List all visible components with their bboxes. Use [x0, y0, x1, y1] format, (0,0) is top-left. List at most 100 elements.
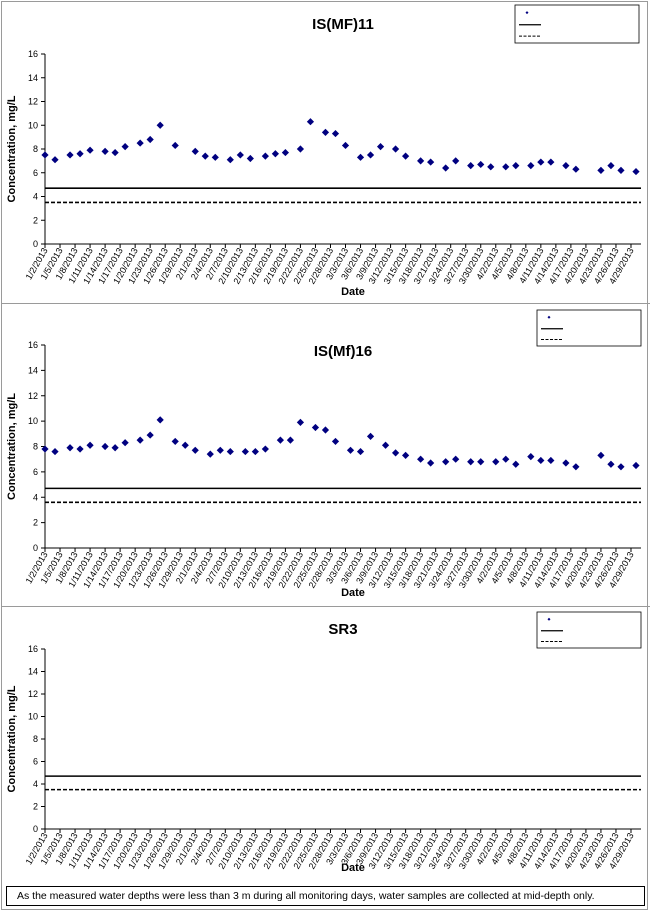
x-axis-title: Date: [341, 587, 365, 599]
data-point: [296, 418, 305, 426]
data-point: [251, 447, 259, 456]
data-point: [311, 423, 320, 432]
data-point: [452, 455, 460, 463]
chart-title: IS(Mf)16: [314, 343, 372, 360]
legend-marker-symbol: [525, 11, 529, 15]
data-point: [366, 151, 375, 159]
data-point: [632, 167, 640, 176]
data-point: [226, 156, 234, 164]
data-point: [607, 162, 615, 170]
data-point: [547, 158, 555, 166]
data-point: [321, 128, 330, 136]
data-point: [572, 165, 580, 173]
data-point: [607, 460, 615, 468]
data-point: [76, 150, 84, 158]
data-point: [136, 436, 144, 444]
chart-2: IS(Mf)16 0 2 4 6 8 10 12 14 16 Concentration, mg/L…: [6, 309, 642, 599]
data-point: [271, 150, 279, 158]
legend-box: [536, 611, 642, 649]
data-point: [597, 166, 605, 174]
data-point: [246, 154, 254, 163]
data-point: [241, 447, 249, 456]
y-tick-label: 6: [33, 757, 38, 767]
legend-marker-symbol: [547, 315, 551, 319]
data-point: [66, 444, 74, 452]
data-point: [226, 447, 234, 456]
data-point: [261, 152, 269, 160]
y-axis-title: Concentration, mg/L: [6, 95, 18, 202]
data-point: [331, 437, 340, 446]
data-point: [356, 447, 365, 456]
data-point: [376, 143, 385, 151]
data-point: [537, 456, 545, 465]
data-point: [617, 463, 625, 471]
data-point: [427, 459, 435, 467]
chart-1: IS(MF)11 0 2 4 6 8 10 12 14 16 Concentration, mg/L…: [6, 4, 641, 298]
y-tick-label: 10: [28, 120, 38, 130]
y-tick-label: 12: [28, 391, 38, 401]
data-point: [427, 158, 435, 166]
data-point: [86, 146, 94, 154]
data-point: [111, 444, 119, 452]
y-tick-label: 4: [33, 492, 38, 502]
y-tick-label: 14: [28, 73, 38, 83]
data-point: [346, 446, 355, 454]
data-point: [562, 162, 570, 170]
data-point: [41, 151, 49, 159]
y-tick-label: 0: [33, 543, 38, 553]
chart-panel-3: SR3 0 2 4 6 8 10 12 14 16 Concentration, mg/L 1/2/2…: [1, 607, 650, 882]
data-point: [512, 460, 520, 468]
footnote: As the measured water depths were less t…: [6, 886, 645, 906]
data-point: [467, 458, 475, 466]
data-point: [366, 432, 375, 440]
data-point: [206, 450, 214, 458]
data-point: [512, 162, 520, 170]
data-point: [281, 148, 290, 157]
chart-title: IS(MF)11: [312, 16, 374, 33]
data-point: [86, 441, 94, 449]
data-point: [146, 135, 154, 144]
y-tick-label: 2: [33, 802, 38, 812]
data-point: [331, 129, 340, 138]
data-point: [562, 459, 570, 467]
data-point: [417, 157, 425, 165]
data-point: [216, 446, 224, 454]
data-point: [181, 441, 189, 449]
data-point: [487, 163, 495, 171]
y-tick-label: 12: [28, 97, 38, 107]
data-point: [191, 147, 199, 155]
y-axis-title: Concentration, mg/L: [6, 685, 18, 792]
data-point: [191, 446, 199, 454]
data-point: [452, 157, 460, 165]
y-tick-label: 0: [33, 824, 38, 834]
data-point: [211, 153, 219, 161]
data-point: [276, 436, 284, 444]
data-point: [156, 416, 164, 424]
data-point: [402, 152, 410, 160]
y-tick-label: 0: [33, 239, 38, 249]
data-point: [391, 449, 400, 457]
data-point: [101, 147, 109, 155]
x-axis-title: Date: [341, 286, 365, 298]
legend-box: [536, 309, 642, 347]
y-tick-label: 14: [28, 365, 38, 375]
data-point: [442, 458, 450, 466]
data-point: [286, 436, 295, 444]
data-point: [306, 118, 315, 126]
legend-marker-symbol: [547, 617, 551, 621]
chart-panel-2: IS(Mf)16 0 2 4 6 8 10 12 14 16 Concentration, mg/L…: [1, 304, 650, 606]
y-tick-label: 12: [28, 689, 38, 699]
data-point: [76, 445, 84, 453]
data-point: [442, 164, 450, 172]
chart-title: SR3: [328, 621, 357, 638]
data-point: [572, 463, 580, 471]
data-point: [121, 143, 129, 151]
data-point: [51, 156, 59, 164]
x-axis-title: Date: [341, 862, 365, 874]
y-tick-label: 6: [33, 168, 38, 178]
data-point: [477, 160, 485, 169]
data-point: [502, 455, 510, 463]
data-point: [527, 162, 535, 170]
